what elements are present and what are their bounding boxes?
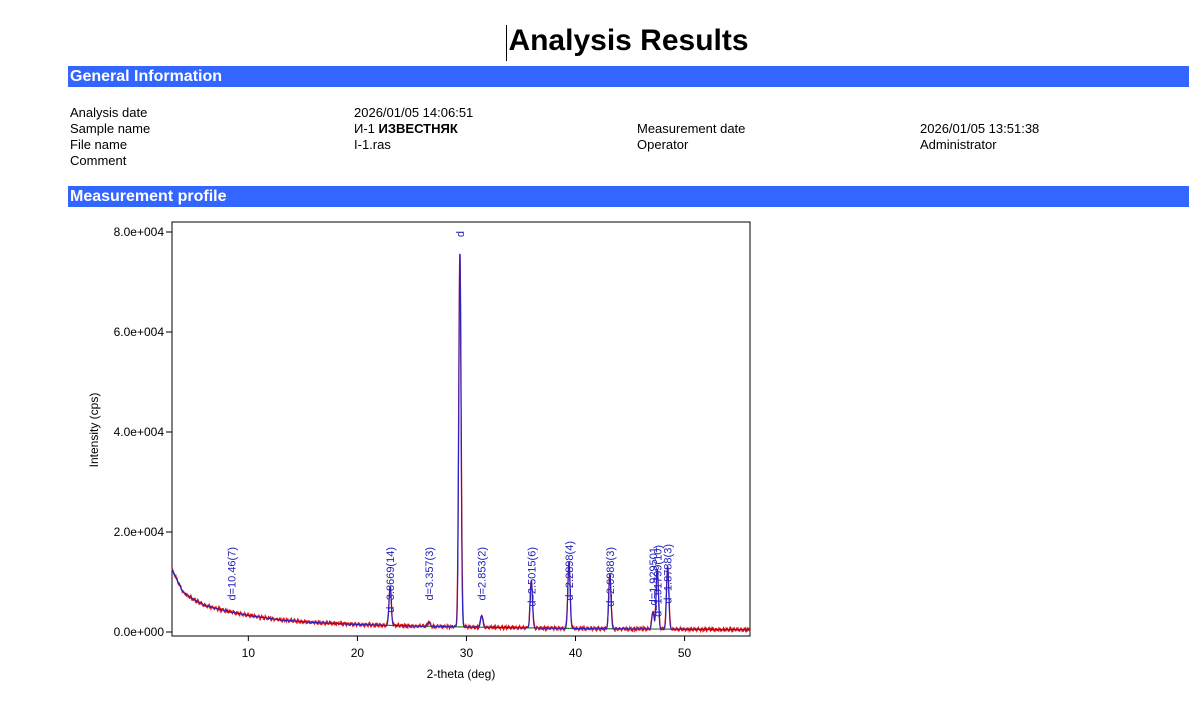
sample-name-prefix: И-1 [354,121,375,136]
y-axis-label: Intensity (cps) [87,393,101,468]
x-axis-label: 2-theta (deg) [427,667,496,681]
y-tick-label: 6.0e+004 [114,325,165,339]
page-title: Analysis Results [508,24,749,57]
y-tick-label: 0.0e+000 [114,625,165,639]
y-tick-label: 4.0e+004 [114,425,165,439]
sample-name-value: И-1 ИЗВЕСТНЯК [354,121,458,137]
analysis-date-value: 2026/01/05 14:06:51 [354,105,474,120]
peak-label: d [455,231,467,237]
measurement-date-value: 2026/01/05 13:51:38 [920,121,1040,136]
peak-label: d=10.46(7) [226,547,238,601]
x-tick-label: 20 [351,646,365,660]
peak-label: d=2.5015(6) [526,547,538,607]
sample-name-label: Sample name [70,121,151,136]
measurement-date-label: Measurement date [637,121,746,136]
peak-label: d=1.929501 [648,547,660,605]
peak-label: d=3.357(3) [424,547,436,601]
file-name-label: File name [70,137,128,152]
x-tick-label: 50 [678,646,692,660]
section-header-profile: Measurement profile [68,186,1189,207]
peak-label: d=2.0988(3) [605,547,617,607]
peak-label: d=2.2898(4) [564,541,576,601]
operator-label: Operator [637,137,689,152]
peak-label: d=1.8788(3) [663,544,675,604]
section-header-general: General Information [68,66,1189,87]
operator-value: Administrator [920,137,997,152]
comment-label: Comment [70,153,127,168]
text-cursor [506,25,507,61]
peak-label: d=3.8669(14) [385,547,397,613]
plot-frame [171,221,751,637]
y-tick-label: 8.0e+004 [114,225,165,239]
peak-label: d=1.91799(10) [652,545,664,617]
x-tick-label: 40 [569,646,583,660]
analysis-date-label: Analysis date [70,105,148,120]
y-tick-label: 2.0e+004 [114,525,165,539]
peak-label: d=2.853(2) [477,547,489,601]
x-tick-label: 10 [242,646,256,660]
series-calculated [171,253,750,631]
file-name-value: I-1.ras [354,137,391,152]
x-tick-label: 30 [460,646,474,660]
sample-name-bold: ИЗВЕСТНЯК [378,121,458,136]
